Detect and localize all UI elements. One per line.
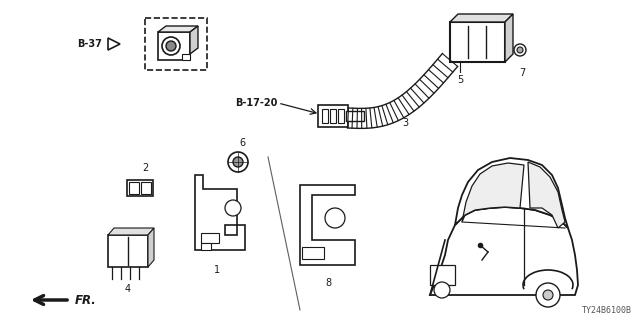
Bar [322, 109, 328, 123]
Polygon shape [108, 38, 120, 50]
Circle shape [228, 152, 248, 172]
Polygon shape [300, 185, 355, 265]
Bar [158, 32, 190, 60]
Circle shape [514, 44, 526, 56]
Circle shape [543, 290, 553, 300]
Text: 1: 1 [214, 265, 220, 275]
Text: 4: 4 [125, 284, 131, 294]
Bar [145, 18, 207, 70]
Text: B-37: B-37 [77, 39, 102, 49]
Bar [201, 233, 219, 243]
Bar [346, 111, 364, 121]
Polygon shape [455, 158, 568, 228]
Circle shape [233, 157, 243, 167]
Polygon shape [430, 207, 578, 295]
Bar [450, 22, 505, 62]
Bar [127, 180, 153, 196]
Text: 3: 3 [402, 118, 408, 128]
Text: 7: 7 [519, 68, 525, 78]
Circle shape [536, 283, 560, 307]
Polygon shape [195, 175, 245, 250]
Bar [318, 105, 348, 127]
Circle shape [325, 208, 345, 228]
Circle shape [225, 200, 241, 216]
Bar [129, 182, 139, 194]
Bar [338, 109, 344, 123]
Text: B-17-20: B-17-20 [236, 98, 278, 108]
Text: FR.: FR. [75, 293, 97, 307]
Circle shape [166, 41, 176, 51]
Bar [430, 265, 455, 285]
Bar [201, 243, 211, 250]
Polygon shape [148, 228, 154, 267]
Text: 6: 6 [239, 138, 245, 148]
Circle shape [434, 282, 450, 298]
Polygon shape [462, 163, 524, 222]
Text: TY24B6100B: TY24B6100B [582, 306, 632, 315]
Polygon shape [450, 14, 513, 22]
Bar [330, 109, 336, 123]
Text: 5: 5 [457, 75, 463, 85]
Circle shape [517, 47, 523, 53]
Bar [108, 235, 148, 267]
Text: 8: 8 [325, 278, 331, 288]
Text: 2: 2 [142, 163, 148, 173]
Polygon shape [108, 228, 154, 235]
Bar [182, 54, 190, 60]
Bar [302, 247, 324, 259]
Circle shape [162, 37, 180, 55]
Polygon shape [158, 26, 198, 32]
Polygon shape [505, 14, 513, 62]
Polygon shape [528, 162, 565, 228]
Bar [141, 182, 151, 194]
Polygon shape [190, 26, 198, 54]
